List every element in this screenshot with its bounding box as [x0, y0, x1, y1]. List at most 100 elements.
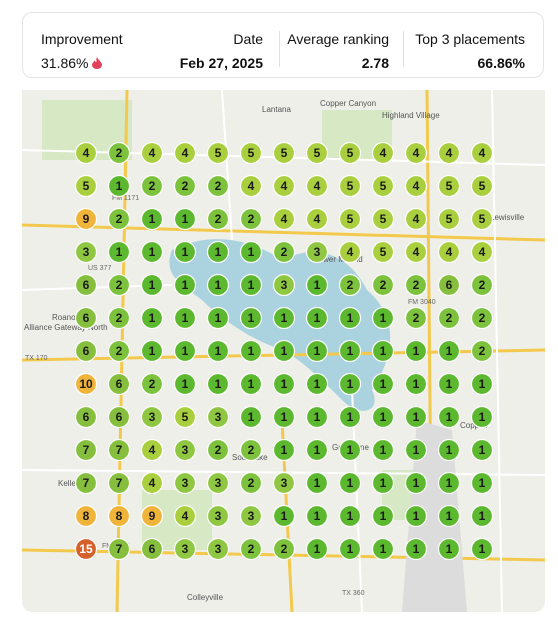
rank-pin	[272, 537, 296, 561]
rank-pin	[140, 537, 164, 561]
map-label: Colleyville	[187, 593, 224, 602]
rank-pin	[272, 174, 296, 198]
rank-pin	[173, 240, 197, 264]
rank-value: 2	[116, 212, 123, 226]
rank-pin	[404, 141, 428, 165]
rank-value: 4	[413, 245, 420, 259]
rank-value: 1	[149, 344, 156, 358]
rank-pin	[305, 405, 329, 429]
rank-pin	[404, 471, 428, 495]
rank-pin	[404, 306, 428, 330]
rank-value: 5	[215, 146, 222, 160]
rank-value: 1	[347, 476, 354, 490]
rank-pin	[437, 438, 461, 462]
rank-pin	[437, 471, 461, 495]
rank-value: 4	[149, 146, 156, 160]
rank-value: 3	[215, 509, 222, 523]
rank-pin	[437, 537, 461, 561]
map-canvas: Lantana Copper Canyon Highland Village L…	[22, 90, 545, 612]
rank-value: 4	[446, 146, 453, 160]
rank-value: 1	[248, 377, 255, 391]
rank-value: 2	[446, 311, 453, 325]
map-label: Alliance Gateway North	[24, 323, 108, 332]
rank-pin	[206, 339, 230, 363]
rank-pin	[470, 141, 494, 165]
rank-value: 4	[281, 212, 288, 226]
rank-pin	[338, 471, 362, 495]
rank-value: 4	[248, 179, 255, 193]
rank-pin	[272, 405, 296, 429]
rank-pin	[371, 306, 395, 330]
rank-pin	[140, 438, 164, 462]
rank-value: 2	[380, 278, 387, 292]
rank-pin	[371, 174, 395, 198]
rank-value: 1	[380, 410, 387, 424]
rank-value: 1	[446, 443, 453, 457]
rank-value: 1	[314, 311, 321, 325]
rank-value: 5	[314, 146, 321, 160]
rank-pin	[140, 240, 164, 264]
rank-pin	[272, 438, 296, 462]
rank-pin	[239, 207, 263, 231]
rank-value: 9	[149, 509, 156, 523]
rank-pin	[107, 438, 131, 462]
metric-value: Feb 27, 2025	[179, 55, 263, 71]
rank-pin	[74, 207, 98, 231]
rank-pin	[74, 273, 98, 297]
rank-value: 1	[347, 443, 354, 457]
rank-pin	[272, 141, 296, 165]
rank-value: 2	[215, 212, 222, 226]
rank-pin	[305, 207, 329, 231]
rank-value: 1	[281, 344, 288, 358]
rank-pin	[140, 405, 164, 429]
rank-pin	[173, 405, 197, 429]
rank-pin	[404, 438, 428, 462]
rank-pin	[74, 306, 98, 330]
rank-value: 1	[182, 344, 189, 358]
fire-icon	[92, 57, 103, 69]
rank-value: 1	[413, 377, 420, 391]
rank-value: 1	[248, 410, 255, 424]
rank-pin	[437, 273, 461, 297]
rank-value: 4	[281, 179, 288, 193]
rank-pin	[272, 240, 296, 264]
rank-value: 1	[116, 179, 123, 193]
rank-value: 5	[248, 146, 255, 160]
rank-pin	[272, 339, 296, 363]
rank-pin	[206, 438, 230, 462]
rank-value: 1	[314, 377, 321, 391]
rank-pin	[173, 471, 197, 495]
rank-pin	[140, 174, 164, 198]
rank-value: 7	[116, 542, 123, 556]
rank-value: 1	[248, 245, 255, 259]
rank-value: 1	[479, 542, 486, 556]
rank-value: 2	[479, 344, 486, 358]
rank-value: 2	[116, 278, 123, 292]
rank-value: 2	[182, 179, 189, 193]
rank-pin	[140, 306, 164, 330]
rank-pin	[206, 306, 230, 330]
rank-pin	[404, 273, 428, 297]
rank-pin	[470, 240, 494, 264]
rank-pin	[107, 240, 131, 264]
rank-pin	[338, 372, 362, 396]
rank-pin	[338, 141, 362, 165]
rank-value: 2	[215, 179, 222, 193]
rank-pin	[470, 405, 494, 429]
rank-pin	[437, 339, 461, 363]
rank-value: 1	[248, 278, 255, 292]
rank-pin	[140, 207, 164, 231]
rank-pin	[437, 240, 461, 264]
rank-value: 4	[446, 245, 453, 259]
rank-value: 1	[215, 377, 222, 391]
rank-value: 1	[314, 509, 321, 523]
rank-pin	[470, 438, 494, 462]
rank-value: 6	[83, 311, 90, 325]
road-label: FM 3040	[408, 299, 436, 306]
rank-value: 4	[314, 179, 321, 193]
rank-pin	[305, 141, 329, 165]
rank-value: 10	[79, 377, 93, 391]
rank-pin	[470, 537, 494, 561]
rank-pin	[470, 306, 494, 330]
